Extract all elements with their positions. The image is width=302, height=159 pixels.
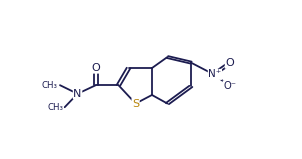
- Text: O⁻: O⁻: [223, 81, 236, 91]
- Text: N: N: [73, 89, 82, 99]
- Text: CH₃: CH₃: [47, 103, 63, 112]
- Text: O: O: [92, 63, 100, 73]
- Text: O: O: [225, 58, 234, 68]
- Text: N⁺: N⁺: [208, 69, 222, 79]
- Text: S: S: [132, 99, 139, 109]
- Text: CH₃: CH₃: [42, 81, 58, 90]
